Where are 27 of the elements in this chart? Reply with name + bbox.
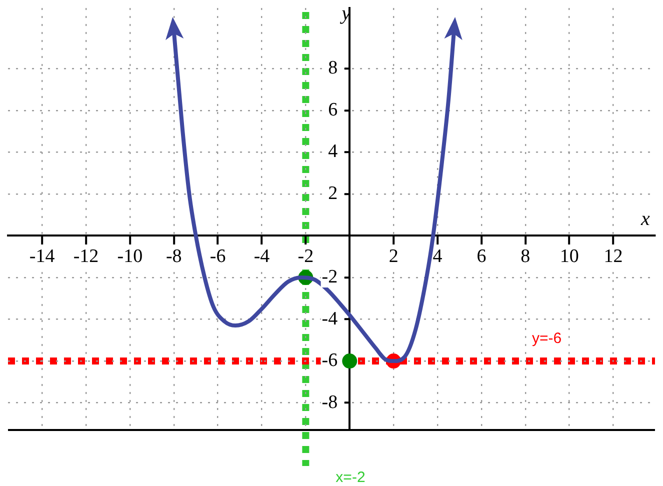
x-tick-label: -8 [166, 246, 182, 268]
ref-line-label: y=-6 [532, 330, 562, 348]
x-tick-label: -4 [254, 246, 270, 268]
x-tick-label: -14 [29, 246, 56, 268]
y-tick-label: 6 [328, 99, 338, 120]
y-tick-label: 8 [328, 58, 338, 79]
y-tick-label: 2 [328, 182, 338, 204]
y-tick-label: -2 [322, 266, 338, 288]
x-tick-label: -10 [117, 246, 143, 268]
x-tick-label: -6 [210, 246, 226, 268]
point [166, 17, 184, 40]
x-axis-title: x [640, 208, 650, 230]
x-tick-label: 10 [560, 246, 579, 268]
point [444, 17, 462, 40]
y-tick-label: -4 [322, 308, 338, 330]
x-tick-label: -2 [298, 246, 314, 268]
y-tick-label: -6 [322, 350, 338, 372]
x-tick-label: 4 [432, 246, 443, 268]
x-tick-label: -12 [73, 246, 99, 268]
x-tick-label: 8 [520, 246, 530, 268]
ref-line-label: x=-2 [336, 469, 366, 486]
x-tick-label: 12 [604, 246, 623, 268]
y-tick-label: -8 [322, 392, 338, 413]
y-tick-label: 4 [328, 141, 338, 162]
point [342, 354, 358, 369]
x-tick-label: 2 [388, 246, 398, 268]
x-tick-label: 6 [476, 246, 486, 268]
